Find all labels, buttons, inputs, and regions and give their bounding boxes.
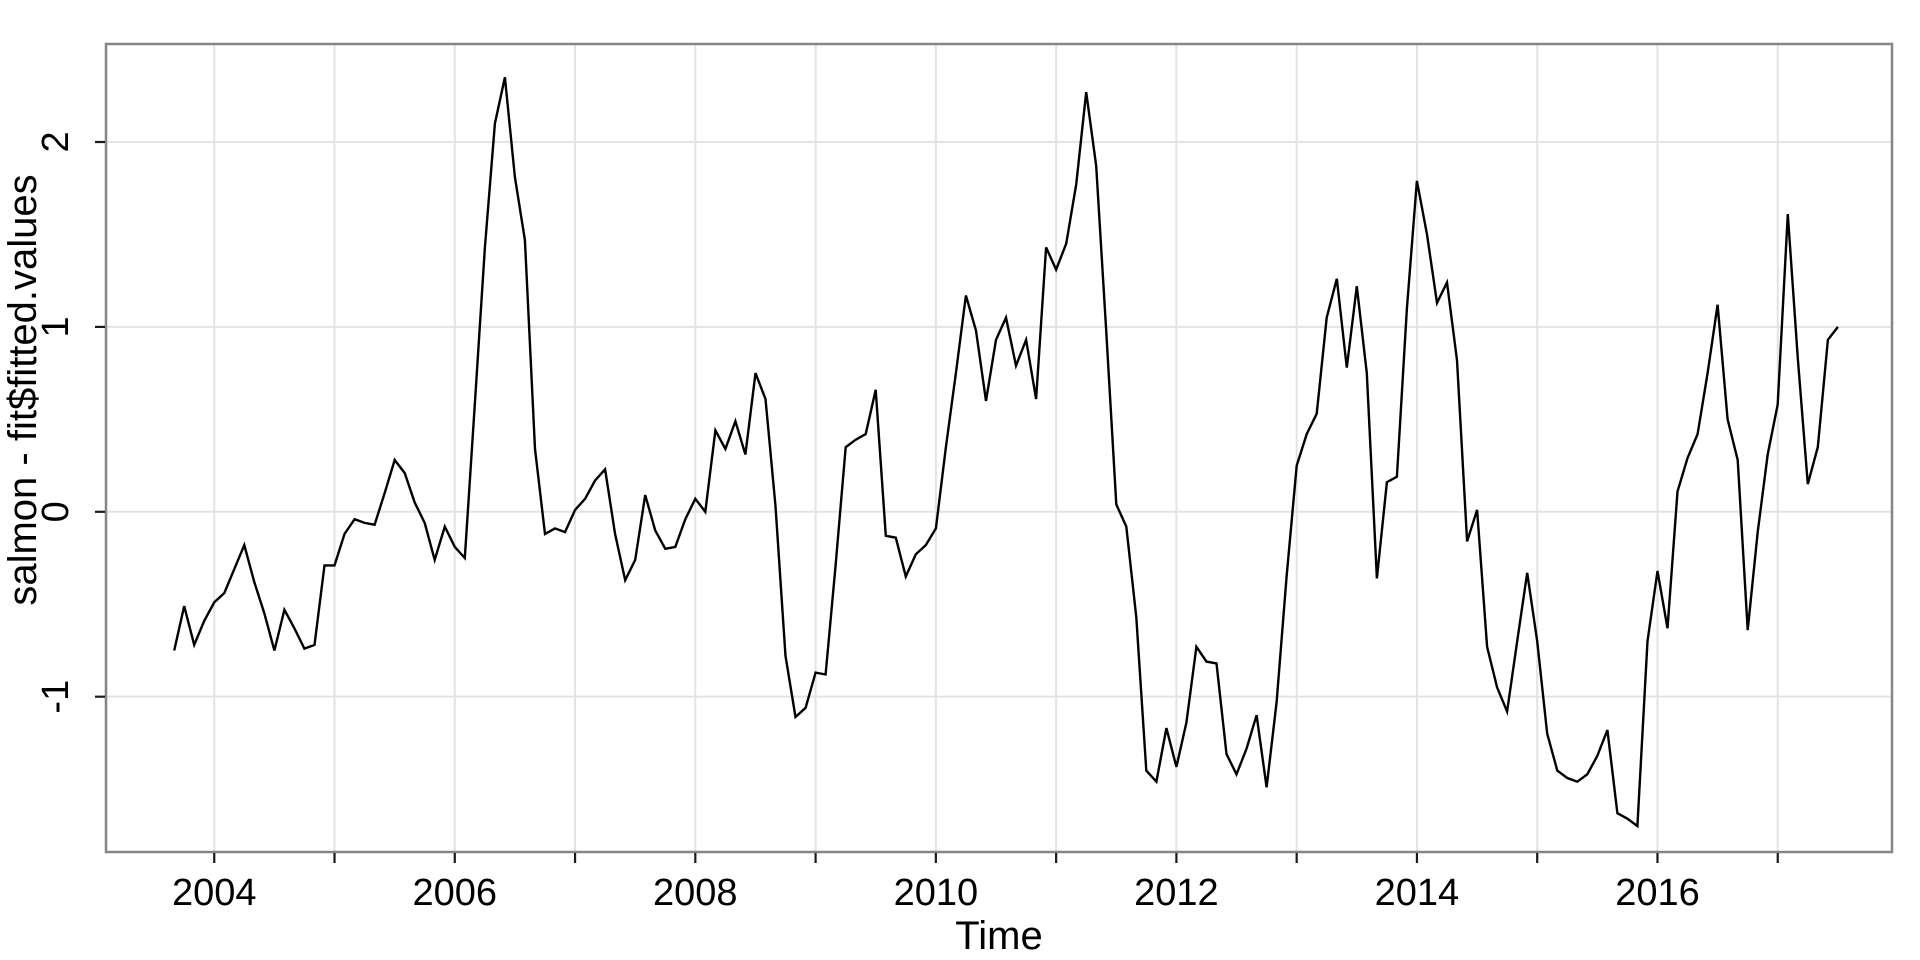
- x-tick-label: 2014: [1375, 872, 1460, 914]
- y-tick-label: 2: [35, 131, 77, 152]
- axis-ticks: [95, 140, 1779, 863]
- x-tick-label: 2012: [1134, 872, 1219, 914]
- x-tick-label: 2010: [894, 872, 979, 914]
- x-tick-label: 2008: [653, 872, 738, 914]
- y-tick-label: 0: [35, 501, 77, 522]
- x-axis-title: Time: [955, 914, 1042, 958]
- x-tick-label: 2004: [172, 872, 257, 914]
- y-tick-label: -1: [35, 680, 77, 714]
- x-tick-label: 2016: [1615, 872, 1700, 914]
- series-line: [173, 77, 1839, 829]
- y-tick-label: 1: [35, 316, 77, 337]
- x-tick-labels: 2004 2006 2008 2010 2012 2014 2016: [172, 872, 1700, 914]
- y-axis-title: salmon - fit$fitted.values: [1, 174, 45, 605]
- panel-border: [104, 42, 1894, 854]
- y-tick-labels: -1 0 1 2: [35, 131, 77, 713]
- x-tick-label: 2006: [413, 872, 498, 914]
- gridlines: [106, 44, 1892, 852]
- plot-panel: [106, 44, 1892, 852]
